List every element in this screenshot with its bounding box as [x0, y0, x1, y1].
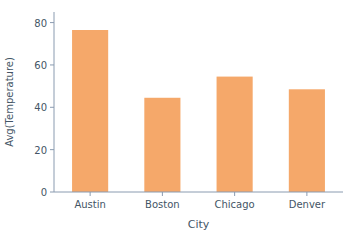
bar — [217, 77, 253, 192]
x-tick — [306, 192, 307, 196]
chart-container: 0 20 40 60 80 Austin Boston Chicago Denver City Av… — [0, 0, 355, 234]
y-tick-label: 0 — [41, 187, 47, 198]
bar — [72, 30, 108, 192]
y-tick-label: 20 — [34, 145, 47, 156]
y-tick — [50, 192, 54, 193]
y-tick-label: 80 — [34, 18, 47, 29]
y-tick — [50, 107, 54, 108]
x-axis-label: City — [188, 218, 210, 231]
bars — [72, 30, 325, 192]
x-tick — [234, 192, 235, 196]
y-tick-label: 60 — [34, 60, 47, 71]
x-tick-label: Denver — [289, 199, 326, 210]
y-tick-label: 40 — [34, 102, 47, 113]
x-tick-label: Austin — [74, 199, 105, 210]
x-tick — [90, 192, 91, 196]
x-tick — [162, 192, 163, 196]
y-axis-line — [54, 12, 55, 192]
chart-svg: 0 20 40 60 80 Austin Boston Chicago Denver City Av… — [0, 0, 355, 234]
x-tick-label: Chicago — [215, 199, 255, 210]
y-tick — [50, 22, 54, 23]
bar — [289, 89, 325, 192]
bar — [144, 98, 180, 192]
y-tick — [50, 64, 54, 65]
x-axis-line — [54, 192, 343, 193]
x-tick-label: Boston — [145, 199, 180, 210]
y-axis-label: Avg(Temperature) — [4, 57, 15, 147]
y-tick — [50, 149, 54, 150]
